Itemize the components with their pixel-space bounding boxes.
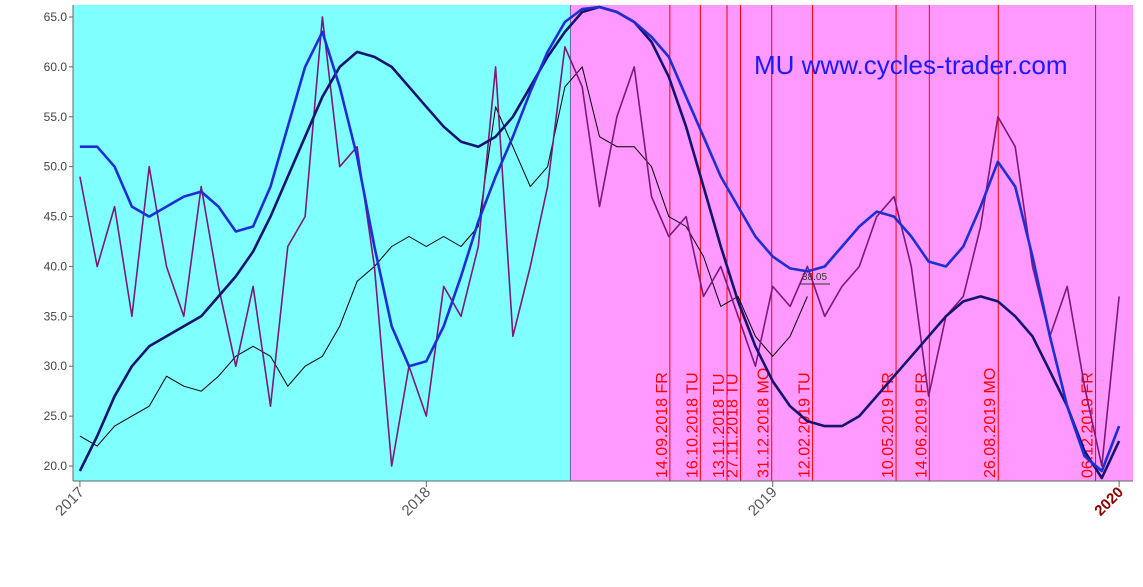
y-tick-label: 30.0 [44, 359, 68, 373]
marker-label: 06.12.2019 FR [1080, 372, 1097, 478]
annotation: 38.05 [802, 272, 827, 283]
chart-title: MU www.cycles-trader.com [754, 50, 1068, 80]
y-tick-label: 35.0 [44, 309, 68, 323]
background-right [570, 5, 1133, 481]
series-line [79, 5, 1121, 473]
plot-lines [78, 5, 1121, 480]
x-tick-label: 2017 [52, 484, 88, 520]
marker-label: 16.10.2018 TU [684, 372, 701, 478]
y-tick-label: 65.0 [44, 10, 68, 24]
marker-label: 14.09.2018 FR [654, 372, 671, 478]
marker-label: 12.02.2019 TU [797, 372, 814, 478]
marker-label: 26.08.2019 MO [982, 368, 999, 478]
y-tick-label: 50.0 [44, 160, 68, 174]
x-tick-label: 2018 [399, 484, 435, 520]
y-tick-label: 45.0 [44, 210, 68, 224]
marker-label: 27.11.2018 TU [725, 374, 742, 478]
x-tick-label: 2020 [1091, 484, 1127, 520]
marker-label: 10.05.2019 FR [880, 372, 897, 478]
marker-label: 31.12.2018 MO [756, 368, 773, 478]
y-tick-label: 55.0 [44, 110, 68, 124]
x-tick-label: 2019 [745, 484, 781, 520]
y-tick-label: 20.0 [44, 459, 68, 473]
marker-label: 14.06.2019 FR [913, 372, 930, 478]
y-tick-label: 60.0 [44, 60, 68, 74]
series-line [79, 66, 808, 447]
background-left [73, 5, 571, 481]
y-tick-label: 40.0 [44, 259, 68, 273]
y-tick-label: 25.0 [44, 409, 68, 423]
marker-label: 13.11.2018 TU [711, 374, 728, 478]
